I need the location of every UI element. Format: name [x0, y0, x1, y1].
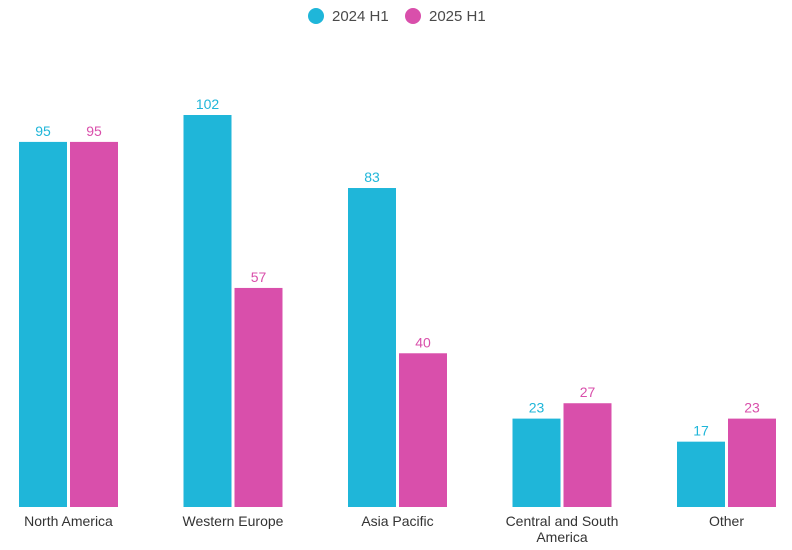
category-labels-group: North America Western Europe Asia Pacific C…: [24, 513, 744, 545]
category-label-1: North America: [24, 513, 113, 529]
bars-group: [19, 115, 776, 508]
category-label-4: Central and South America: [506, 513, 619, 545]
value-label-4-1: 23: [529, 400, 545, 416]
value-label-3-2: 40: [415, 334, 431, 350]
legend-label-2: 2025 H1: [429, 8, 486, 25]
legend-marker-1: [308, 8, 324, 24]
value-label-5-1: 17: [693, 423, 709, 439]
value-label-2-2: 57: [251, 269, 267, 285]
legend-marker-2: [405, 8, 421, 24]
value-label-4-2: 27: [580, 384, 596, 400]
bar-5-2: [728, 418, 776, 507]
value-label-1-2: 95: [86, 123, 102, 139]
bar-1-1: [19, 141, 67, 507]
value-label-3-1: 83: [364, 169, 380, 185]
bar-3-2: [399, 353, 447, 507]
bar-5-1: [677, 441, 725, 507]
bar-2-1: [183, 115, 232, 507]
bar-3-1: [348, 188, 396, 508]
bar-4-1: [512, 418, 561, 507]
legend-label-1: 2024 H1: [332, 8, 389, 25]
bar-2-2: [234, 287, 283, 507]
category-label-2: Western Europe: [183, 513, 284, 529]
category-label-3: Asia Pacific: [361, 513, 433, 529]
legend: 2024 H1 2025 H1: [308, 8, 486, 25]
value-label-2-1: 102: [196, 96, 220, 112]
value-label-1-1: 95: [35, 123, 51, 139]
category-label-5: Other: [709, 513, 744, 529]
bar-4-2: [563, 403, 612, 507]
bar-1-2: [70, 141, 118, 507]
value-labels-group: 95 95 102 57 83 40 23 27 17 23: [35, 96, 760, 439]
value-label-5-2: 23: [744, 400, 760, 416]
